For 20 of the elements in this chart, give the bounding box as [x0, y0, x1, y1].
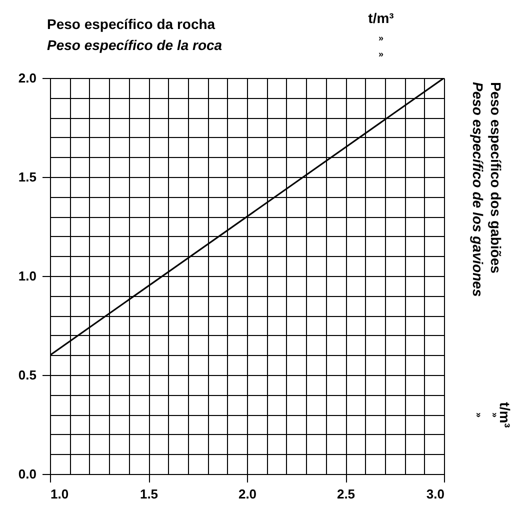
x-axis-title: Peso específico da rocha: [47, 16, 216, 32]
x-tick-label: 2.0: [238, 486, 257, 502]
text: »: [490, 412, 500, 418]
text: t/m³: [497, 402, 513, 428]
text: t/m³: [368, 10, 394, 26]
y-axis-title: Peso específico dos gabiões: [488, 82, 504, 274]
text: Peso específico de la roca: [47, 37, 222, 53]
text: »: [378, 49, 384, 59]
x-tick-label: 1.0: [50, 486, 69, 502]
y-tick-label: 0.5: [18, 368, 36, 382]
text: Peso específico de los gaviones: [470, 82, 486, 297]
text: »: [474, 412, 484, 418]
y-tick-label: 1.5: [18, 170, 36, 184]
x-tick-label: 2.5: [336, 486, 356, 502]
x-tick-label: 3.0: [426, 486, 444, 502]
y-tick-label: 0.0: [18, 466, 36, 482]
y-tick-label: 1.0: [18, 268, 36, 284]
x-tick-label: 1.5: [140, 486, 158, 502]
text: »: [378, 33, 384, 43]
y-tick-label: 2.0: [18, 70, 36, 86]
